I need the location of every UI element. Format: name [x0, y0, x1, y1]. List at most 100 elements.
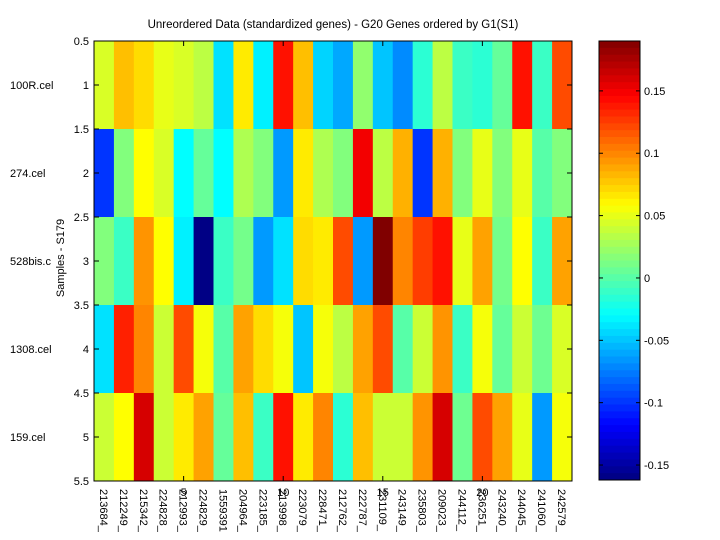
column-label: 223185_: [256, 489, 268, 533]
heatmap-cell: [333, 393, 354, 482]
y-tick-label: 4: [83, 344, 89, 356]
colorbar-segment: [599, 383, 640, 392]
colorbar-segment: [599, 239, 640, 248]
heatmap-cell: [432, 217, 453, 306]
colorbar-segment: [599, 452, 640, 460]
heatmap-cell: [153, 393, 175, 482]
heatmap-cell: [113, 305, 135, 394]
colorbar-tick-label: -0.15: [644, 460, 669, 472]
heatmap-cell: [133, 217, 155, 306]
heatmap-cell: [372, 129, 394, 218]
heatmap-cell: [412, 129, 433, 218]
heatmap-cell: [432, 393, 453, 482]
heatmap-cell: [94, 305, 115, 394]
colorbar-segment: [599, 473, 640, 481]
heatmap-cell: [333, 41, 354, 130]
colorbar-tick-label: 0.05: [644, 211, 665, 223]
column-label: 224829_: [197, 489, 209, 533]
heatmap-cell: [313, 393, 334, 482]
column-label: 236251_: [475, 489, 487, 533]
colorbar-segment: [599, 164, 640, 172]
heatmap-cell: [372, 393, 394, 482]
heatmap-cell: [233, 41, 254, 130]
y-tick-label: 3: [83, 256, 89, 268]
heatmap-cell: [512, 305, 533, 394]
colorbar-segment: [599, 308, 640, 316]
heatmap-cell: [372, 217, 394, 306]
heatmap-cell: [133, 393, 155, 482]
column-label: 224828_: [157, 489, 169, 533]
heatmap-cell: [293, 217, 314, 306]
heatmap-cell: [153, 41, 175, 130]
colorbar-segment: [599, 356, 640, 364]
heatmap-cell: [293, 129, 314, 218]
colorbar-segment: [599, 150, 640, 159]
colorbar-segment: [599, 191, 640, 200]
heatmap-cell: [472, 41, 493, 130]
colorbar-segment: [599, 418, 640, 426]
colorbar-tick-label: 0: [644, 273, 650, 285]
heatmap-cell: [472, 305, 493, 394]
y-axis-label: Samples - S179: [55, 219, 67, 297]
heatmap-cell: [173, 305, 194, 394]
heatmap-cell: [352, 217, 374, 306]
heatmap-cell: [153, 129, 175, 218]
heatmap-cell: [113, 129, 135, 218]
colorbar-segment: [599, 205, 640, 213]
heatmap-cell: [452, 393, 473, 482]
x-tick-label: 10: [277, 487, 289, 499]
heatmap-cell: [113, 217, 135, 306]
colorbar-segment: [599, 68, 640, 76]
column-label: 213998_: [276, 489, 288, 533]
row-label: 274.cel: [10, 168, 45, 180]
column-label: 244045_: [515, 489, 527, 533]
colorbar-segment: [599, 411, 640, 419]
column-label: 243240_: [495, 489, 507, 533]
heatmap-cell: [412, 393, 433, 482]
colorbar-segment: [599, 267, 640, 275]
heatmap-cell: [213, 41, 234, 130]
colorbar-frame: [598, 40, 641, 481]
heatmap-cell: [352, 41, 374, 130]
colorbar-segment: [599, 198, 640, 207]
colorbar-segment: [599, 212, 640, 220]
colorbar-segment: [599, 54, 640, 63]
heatmap-cell: [492, 129, 513, 218]
column-label: 244112_: [456, 489, 468, 532]
column-label: 235803_: [416, 489, 428, 533]
heatmap-cell: [532, 217, 553, 306]
colorbar-segment: [599, 431, 640, 440]
colorbar-segment: [599, 171, 640, 179]
colorbar-segment: [599, 425, 640, 433]
colorbar-segment: [599, 377, 640, 385]
x-tick-label: 15: [377, 487, 389, 499]
column-label: 213684_: [97, 489, 109, 533]
heatmap-cell: [372, 305, 394, 394]
y-tick-label: 5: [83, 432, 89, 444]
heatmap-cell: [412, 217, 433, 306]
colorbar-segment: [599, 219, 640, 227]
heatmap-cell: [313, 217, 334, 306]
heatmap-cell: [432, 41, 453, 130]
heatmap-cell: [173, 41, 194, 130]
heatmap-cell: [253, 305, 274, 394]
colorbar-segment: [599, 95, 640, 104]
heatmap-cell: [392, 41, 414, 130]
colorbar-segment: [599, 130, 640, 138]
y-axis-ticks: 0.5 1 1.5 2 2.5 3 3.5 4 4.5 5 5.5: [74, 36, 572, 488]
heatmap-cell: [313, 129, 334, 218]
column-label: 212249_: [117, 489, 129, 533]
heatmap-cell: [133, 305, 155, 394]
heatmap-cell: [313, 41, 334, 130]
heatmap-cell: [432, 129, 453, 218]
colorbar-segment: [599, 233, 640, 241]
heatmap-cell: [193, 129, 214, 218]
heatmap-cell: [193, 393, 214, 482]
heatmap-cell: [392, 217, 414, 306]
colorbar-segment: [599, 459, 640, 467]
colorbar-segment: [599, 116, 640, 124]
heatmap-cell: [153, 217, 175, 306]
colorbar-segment: [599, 143, 640, 152]
heatmap-cell: [193, 217, 214, 306]
colorbar-segment: [599, 322, 640, 330]
